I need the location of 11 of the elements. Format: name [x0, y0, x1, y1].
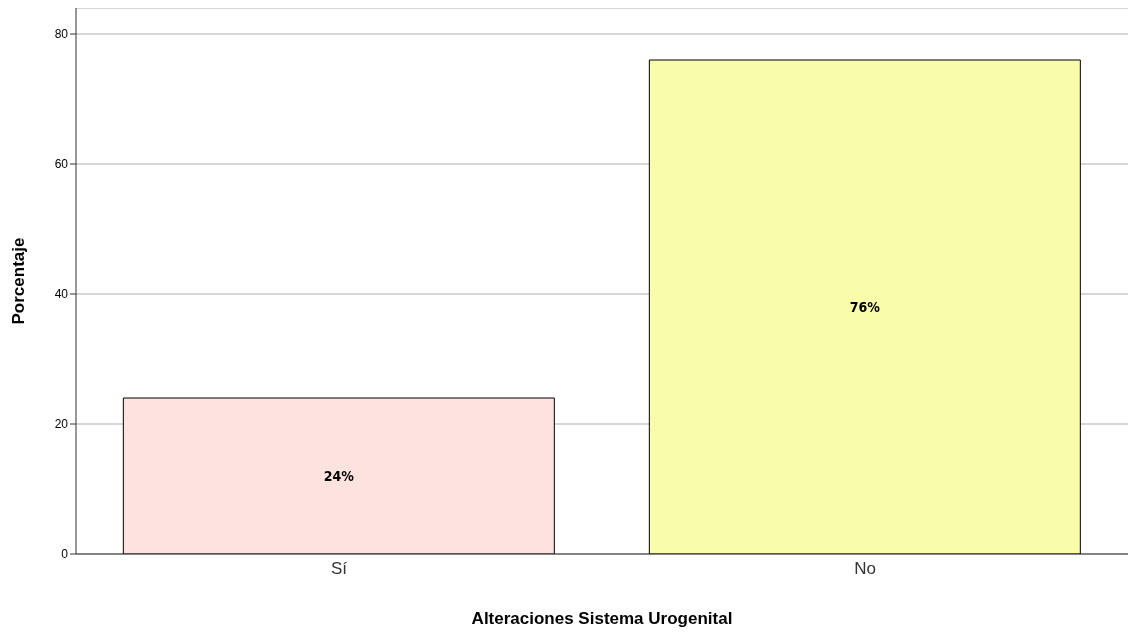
- y-tick-label: 40: [54, 287, 69, 302]
- y-tick-label: 60: [54, 157, 69, 172]
- data-label: 76%: [849, 298, 881, 315]
- x-tick-label: Sí: [330, 559, 348, 579]
- x-tick-label: No: [854, 559, 876, 579]
- x-axis-title: Alteraciones Sistema Urogenital: [471, 609, 733, 628]
- data-label: 24%: [323, 467, 355, 484]
- y-axis-title: Porcentaje: [9, 237, 29, 325]
- y-tick-label: 0: [61, 547, 69, 562]
- y-tick-label: 20: [54, 417, 69, 432]
- y-tick-label: 80: [54, 27, 69, 42]
